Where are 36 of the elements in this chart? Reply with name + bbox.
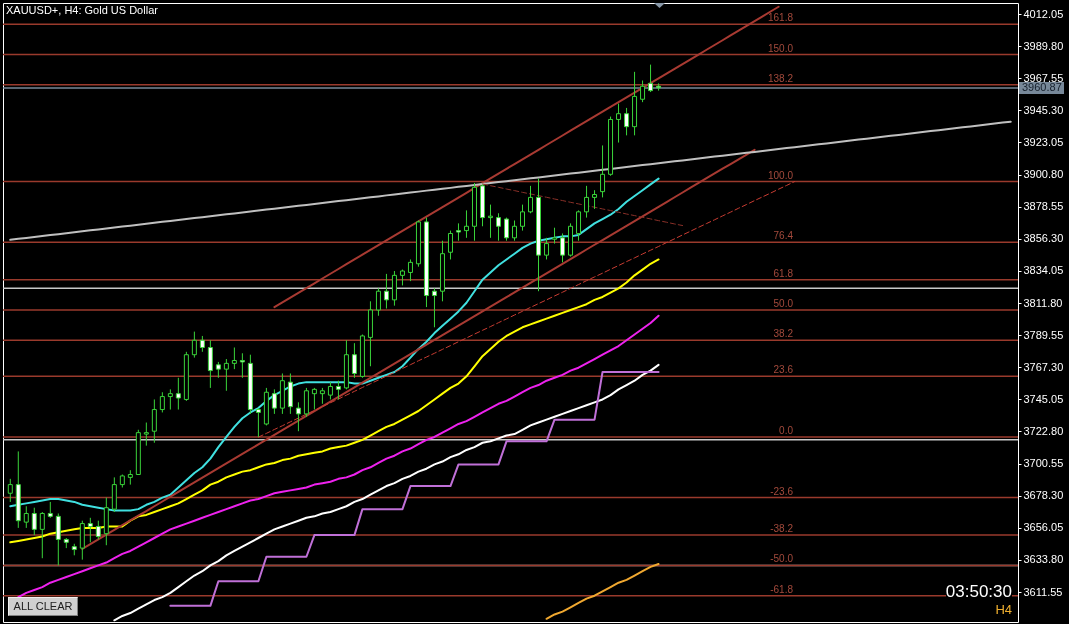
y-tick-label: 3789.55 xyxy=(1023,328,1064,341)
y-tick-label: 3945.30 xyxy=(1023,103,1064,116)
annotation: 23.6 xyxy=(773,364,794,376)
y-tick-label: 3767.30 xyxy=(1023,360,1064,373)
y-tick-label: 3656.05 xyxy=(1023,521,1064,534)
y-tick-label: 3700.55 xyxy=(1023,457,1064,470)
annotation: H4 xyxy=(995,602,1012,617)
annotation: 38.2 xyxy=(773,328,794,340)
annotation: 161.8 xyxy=(767,12,794,24)
y-tick-label: 3745.05 xyxy=(1023,392,1064,405)
button: ALL CLEAR xyxy=(8,597,78,616)
y-tick-label: 3900.80 xyxy=(1023,168,1064,181)
annotation: -61.8 xyxy=(770,583,794,595)
y-tick-label: 3923.05 xyxy=(1023,135,1064,148)
annotation: -50.0 xyxy=(770,553,794,565)
annotation: 61.8 xyxy=(773,267,794,279)
chart-title: XAUUSD+, H4: Gold US Dollar xyxy=(6,4,159,16)
annotation: 150.0 xyxy=(767,42,794,54)
y-tick-label: 3611.55 xyxy=(1023,585,1063,598)
annotation: 0.0 xyxy=(779,424,794,436)
annotation: -38.2 xyxy=(770,523,794,535)
y-tick-label: 3678.30 xyxy=(1023,489,1064,502)
y-tick-label: 3633.80 xyxy=(1023,553,1064,566)
y-tick-label: 3989.80 xyxy=(1023,39,1064,52)
annotation: 03:50:30 xyxy=(945,582,1012,601)
annotation: 100.0 xyxy=(767,169,794,181)
annotation: 138.2 xyxy=(767,72,794,84)
y-tick-label: 4012.05 xyxy=(1023,7,1064,20)
y-tick-label: 3834.05 xyxy=(1023,264,1064,277)
annotation: 50.0 xyxy=(773,297,794,309)
y-tick-label: 3811.80 xyxy=(1023,296,1063,309)
y-tick-label: 3878.55 xyxy=(1023,200,1064,213)
annotation: 76.4 xyxy=(773,230,794,242)
annotation: -23.6 xyxy=(770,485,794,497)
y-tick-label: 3722.80 xyxy=(1023,424,1064,437)
y-tick-label: 3856.30 xyxy=(1023,232,1064,245)
